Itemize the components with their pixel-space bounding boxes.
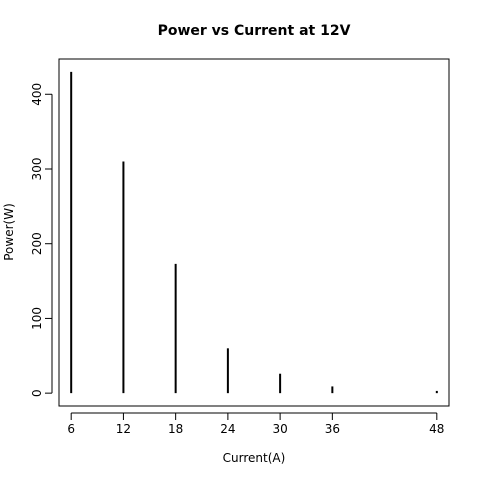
y-axis: 0 100 200 300 400 bbox=[30, 83, 53, 397]
bars bbox=[70, 71, 438, 394]
y-tick-label: 100 bbox=[30, 307, 44, 330]
x-tick-label: 12 bbox=[116, 422, 131, 436]
y-tick-label: 200 bbox=[30, 232, 44, 255]
x-tick-label: 6 bbox=[67, 422, 75, 436]
x-tick-label: 48 bbox=[429, 422, 444, 436]
y-tick-label: 300 bbox=[30, 158, 44, 181]
x-tick-label: 36 bbox=[325, 422, 340, 436]
chart-title: Power vs Current at 12V bbox=[158, 23, 351, 39]
x-tick-label: 18 bbox=[168, 422, 183, 436]
x-axis-label: Current(A) bbox=[223, 451, 286, 465]
y-tick-label: 400 bbox=[30, 83, 44, 106]
x-axis: 6 12 18 24 30 36 48 bbox=[67, 412, 444, 436]
x-tick-label: 24 bbox=[220, 422, 235, 436]
plot-frame bbox=[58, 58, 450, 407]
y-axis-label: Power(W) bbox=[2, 203, 16, 261]
y-tick-label: 0 bbox=[30, 389, 44, 397]
x-tick-label: 30 bbox=[272, 422, 287, 436]
